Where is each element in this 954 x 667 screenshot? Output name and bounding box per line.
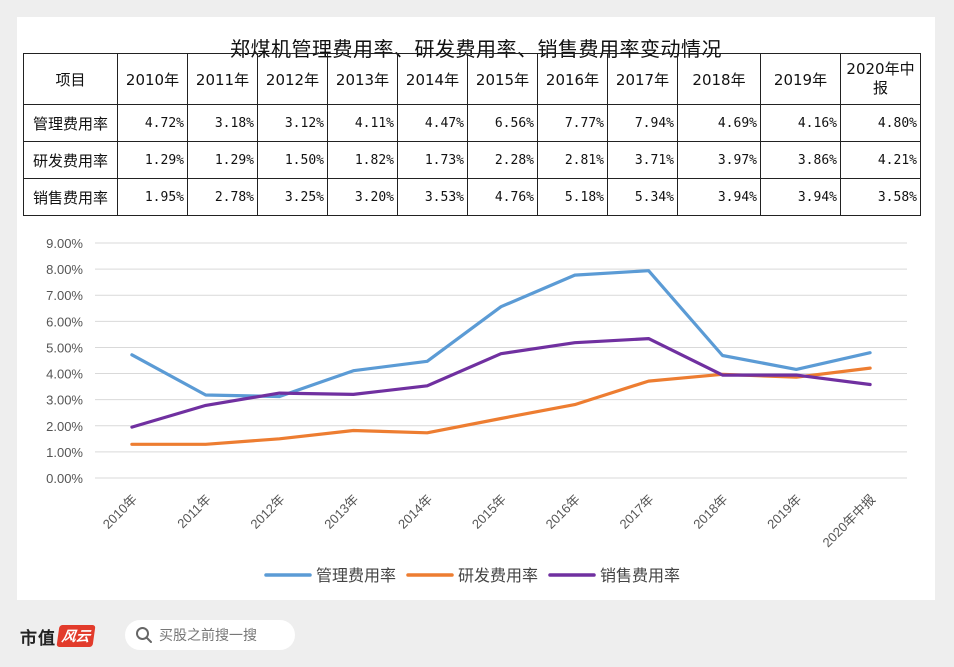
- brand-logo: 市值 风云: [20, 622, 96, 650]
- table-header-row: 项目 2010年 2011年 2012年 2013年 2014年 2015年 2…: [23, 53, 921, 105]
- x-tick-label: 2011年: [174, 492, 214, 532]
- search-placeholder: 买股之前搜一搜: [159, 628, 257, 644]
- data-table: 项目 2010年 2011年 2012年 2013年 2014年 2015年 2…: [23, 53, 921, 216]
- y-tick-label: 8.00%: [46, 262, 83, 277]
- table-cell: 4.47%: [397, 104, 468, 142]
- series-line: [130, 269, 872, 399]
- table-header-cell: 2017年: [607, 53, 678, 105]
- table-header-cell: 2020年中报: [840, 53, 921, 105]
- table-header-label: 项目: [23, 53, 118, 105]
- table-row-label: 销售费用率: [23, 178, 118, 216]
- table-cell: 3.18%: [187, 104, 258, 142]
- series-line: [130, 366, 872, 446]
- search-icon: [136, 627, 152, 643]
- brand-text: 市值: [20, 628, 56, 649]
- y-tick-label: 2.00%: [46, 419, 83, 434]
- table-header-cell: 2010年: [117, 53, 188, 105]
- x-tick-label: 2010年: [100, 492, 140, 532]
- table-header-cell: 2016年: [537, 53, 608, 105]
- search-box[interactable]: 买股之前搜一搜: [125, 620, 295, 650]
- legend-label: 研发费用率: [458, 566, 538, 585]
- table-cell: 4.11%: [327, 104, 398, 142]
- line-chart: 0.00% 1.00% 2.00% 3.00% 4.00% 5.00% 6.00% 7.00%…: [46, 236, 907, 585]
- chart-card: 郑煤机管理费用率、研发费用率、销售费用率变动情况 项目 2010年 2011年 …: [17, 17, 935, 600]
- table-row-label: 研发费用率: [23, 141, 118, 179]
- x-tick-label: 2019年: [764, 492, 804, 532]
- table-cell: 1.50%: [257, 141, 328, 179]
- y-tick-label: 3.00%: [46, 393, 83, 408]
- table-cell: 4.76%: [467, 178, 538, 216]
- x-tick-label: 2014年: [395, 492, 435, 532]
- x-tick-label: 2017年: [617, 492, 657, 532]
- x-tick-label: 2013年: [321, 492, 361, 532]
- table-header-cell: 2013年: [327, 53, 398, 105]
- table-row-label: 管理费用率: [23, 104, 118, 142]
- table-header-cell: 2018年: [677, 53, 761, 105]
- table-cell: 3.25%: [257, 178, 328, 216]
- table-header-cell: 2014年: [397, 53, 468, 105]
- x-tick-label: 2012年: [247, 492, 287, 532]
- table-cell: 3.20%: [327, 178, 398, 216]
- table-cell: 3.94%: [760, 178, 841, 216]
- y-tick-label: 0.00%: [46, 471, 83, 486]
- y-tick-label: 9.00%: [46, 236, 83, 251]
- table-header-cell: 2011年: [187, 53, 258, 105]
- table-cell: 5.18%: [537, 178, 608, 216]
- y-tick-label: 5.00%: [46, 340, 83, 355]
- table-cell: 1.82%: [327, 141, 398, 179]
- y-tick-label: 7.00%: [46, 288, 83, 303]
- y-tick-label: 1.00%: [46, 445, 83, 460]
- legend-label: 管理费用率: [316, 566, 396, 585]
- table-row: 销售费用率 1.95% 2.78% 3.25% 3.20% 3.53% 4.76…: [23, 178, 921, 216]
- y-tick-label: 4.00%: [46, 367, 83, 382]
- table-cell: 4.16%: [760, 104, 841, 142]
- table-cell: 1.73%: [397, 141, 468, 179]
- table-cell: 3.94%: [677, 178, 761, 216]
- table-cell: 5.34%: [607, 178, 678, 216]
- table-header-cell: 2019年: [760, 53, 841, 105]
- table-cell: 7.94%: [607, 104, 678, 142]
- table-cell: 3.12%: [257, 104, 328, 142]
- x-tick-label: 2018年: [690, 492, 730, 532]
- table-header-cell: 2015年: [467, 53, 538, 105]
- table-cell: 1.29%: [117, 141, 188, 179]
- legend-label: 销售费用率: [600, 566, 680, 585]
- footer-bar: 市值 风云 买股之前搜一搜: [0, 605, 954, 667]
- x-tick-label: 2016年: [543, 492, 583, 532]
- table-cell: 3.86%: [760, 141, 841, 179]
- brand-mark: 风云: [56, 625, 96, 647]
- x-tick-label: 2020年中报: [820, 492, 879, 551]
- x-tick-label: 2015年: [469, 492, 509, 532]
- series-line: [130, 337, 872, 429]
- y-tick-label: 6.00%: [46, 314, 83, 329]
- table-cell: 2.78%: [187, 178, 258, 216]
- table-cell: 3.97%: [677, 141, 761, 179]
- table-cell: 3.58%: [840, 178, 921, 216]
